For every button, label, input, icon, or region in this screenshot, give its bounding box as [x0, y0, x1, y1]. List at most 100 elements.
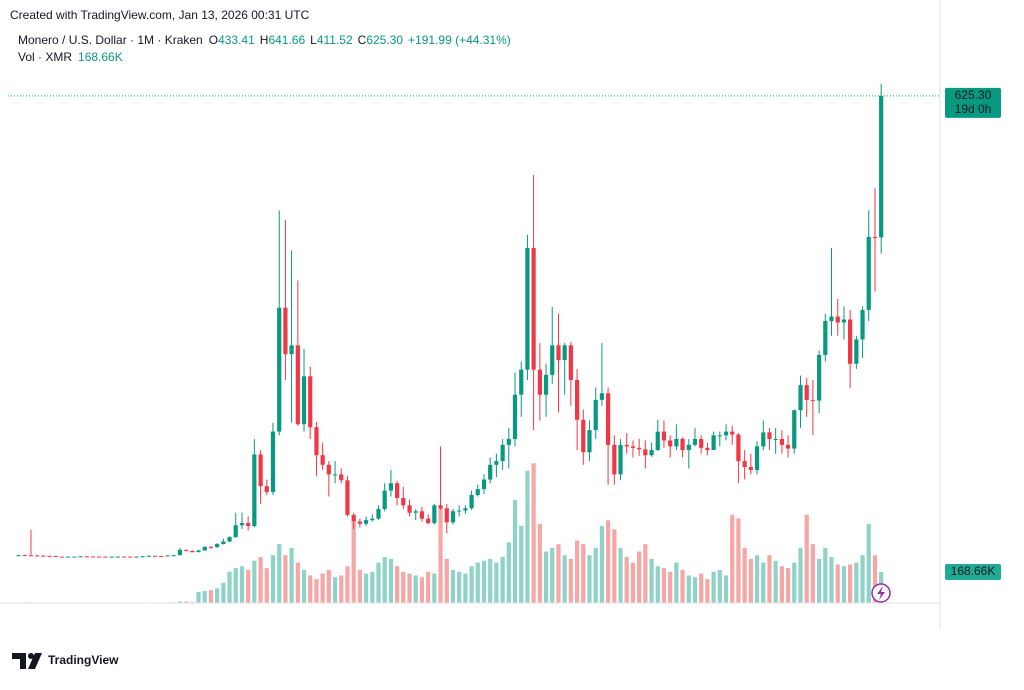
candle-body: [35, 555, 40, 557]
volume-bar: [320, 573, 325, 603]
volume-bar: [605, 520, 611, 603]
candle-body: [723, 431, 729, 436]
volume-bar: [519, 525, 524, 603]
volume-bar: [258, 557, 263, 603]
created-note: Created with TradingView.com, Jan 13, 20…: [10, 8, 310, 22]
candle-body: [556, 345, 561, 361]
candle-body: [457, 510, 462, 512]
volume-bar: [829, 557, 834, 603]
candle-body: [637, 447, 642, 450]
candle-body: [500, 444, 505, 462]
candle-body: [872, 236, 878, 238]
candle-body: [655, 431, 660, 451]
volume-bar: [692, 577, 698, 603]
volume-bar: [326, 569, 331, 603]
candle-body: [171, 555, 176, 557]
volume-bar: [711, 571, 716, 603]
candle-body: [109, 556, 114, 558]
volume-bar: [668, 571, 673, 603]
volume-bar: [469, 566, 474, 603]
candle-body: [277, 307, 282, 432]
volume-bar: [612, 529, 617, 603]
volume-value: 168.66K: [78, 50, 123, 64]
candle-body: [301, 376, 307, 425]
volume-bar: [345, 566, 350, 603]
volume-bar: [239, 566, 245, 603]
candle-body: [736, 434, 741, 462]
volume-bar: [742, 547, 747, 603]
candle-body: [848, 319, 853, 364]
candle-body: [711, 435, 716, 451]
candle-body: [165, 555, 170, 557]
candle-body: [258, 454, 263, 487]
candle-body: [488, 464, 493, 480]
volume-bar: [401, 571, 406, 603]
volume-bar: [314, 579, 319, 603]
candle-body: [481, 479, 487, 490]
volume-bar: [556, 544, 561, 603]
candle-body: [270, 431, 276, 493]
price-badge: [945, 87, 1001, 118]
candle-body: [426, 518, 431, 524]
candle-body: [22, 555, 27, 557]
candle-body: [680, 438, 685, 451]
candle-body: [624, 444, 629, 447]
volume-bar: [643, 544, 648, 603]
candle-body: [450, 511, 456, 523]
volume-bar: [593, 547, 598, 603]
candle-body: [146, 555, 151, 557]
volume-bar: [283, 555, 288, 603]
candle-body: [649, 450, 654, 456]
logo-mark-slash: [28, 653, 42, 669]
volume-bar: [301, 569, 307, 603]
candle-body: [854, 339, 859, 364]
volume-badge-label: 168.66K: [951, 564, 996, 578]
candle-body: [283, 307, 288, 355]
volume-bar: [575, 540, 580, 603]
volume-bar: [444, 558, 449, 603]
candle-body: [668, 440, 673, 447]
open-value: 433.41: [218, 33, 255, 47]
candle-body: [159, 556, 164, 558]
replay-bolt: [877, 586, 885, 600]
candle-body: [53, 556, 58, 558]
candle-body: [177, 549, 182, 556]
volume-bar: [289, 547, 294, 603]
candle-body: [196, 550, 201, 553]
volume-bar: [227, 571, 232, 603]
candle-body: [413, 511, 418, 513]
volume-bar: [841, 566, 847, 603]
candle-body: [860, 309, 865, 340]
candle-body: [78, 556, 83, 558]
candle-body: [469, 495, 474, 509]
volume-bar: [196, 591, 201, 603]
candle-body: [618, 444, 623, 475]
candle-body: [184, 549, 189, 551]
close-label: C: [358, 33, 367, 47]
volume-bar: [221, 582, 226, 603]
volume-bar: [525, 470, 530, 603]
candle-body: [47, 555, 52, 557]
low-label: L: [310, 33, 317, 47]
volume-bar: [190, 601, 195, 603]
candle-body: [134, 556, 139, 558]
volume-bar: [308, 575, 313, 603]
volume-bar: [463, 573, 468, 603]
volume-bar: [835, 564, 840, 603]
candle-body: [444, 508, 449, 523]
candle-body: [395, 483, 400, 498]
volume-bar: [699, 573, 704, 603]
candle-body: [295, 345, 300, 425]
candle-body: [264, 486, 269, 493]
candle-body: [351, 514, 356, 522]
candle-body: [562, 345, 567, 361]
volume-bar: [202, 591, 207, 603]
candle-body: [494, 461, 499, 465]
candle-body: [246, 523, 251, 527]
volume-title: Vol · XMR: [18, 50, 72, 64]
volume-bar: [624, 557, 629, 603]
candle-body: [438, 505, 443, 509]
candle-body: [72, 556, 77, 558]
candle-body: [115, 556, 120, 558]
volume-bar: [618, 547, 623, 603]
